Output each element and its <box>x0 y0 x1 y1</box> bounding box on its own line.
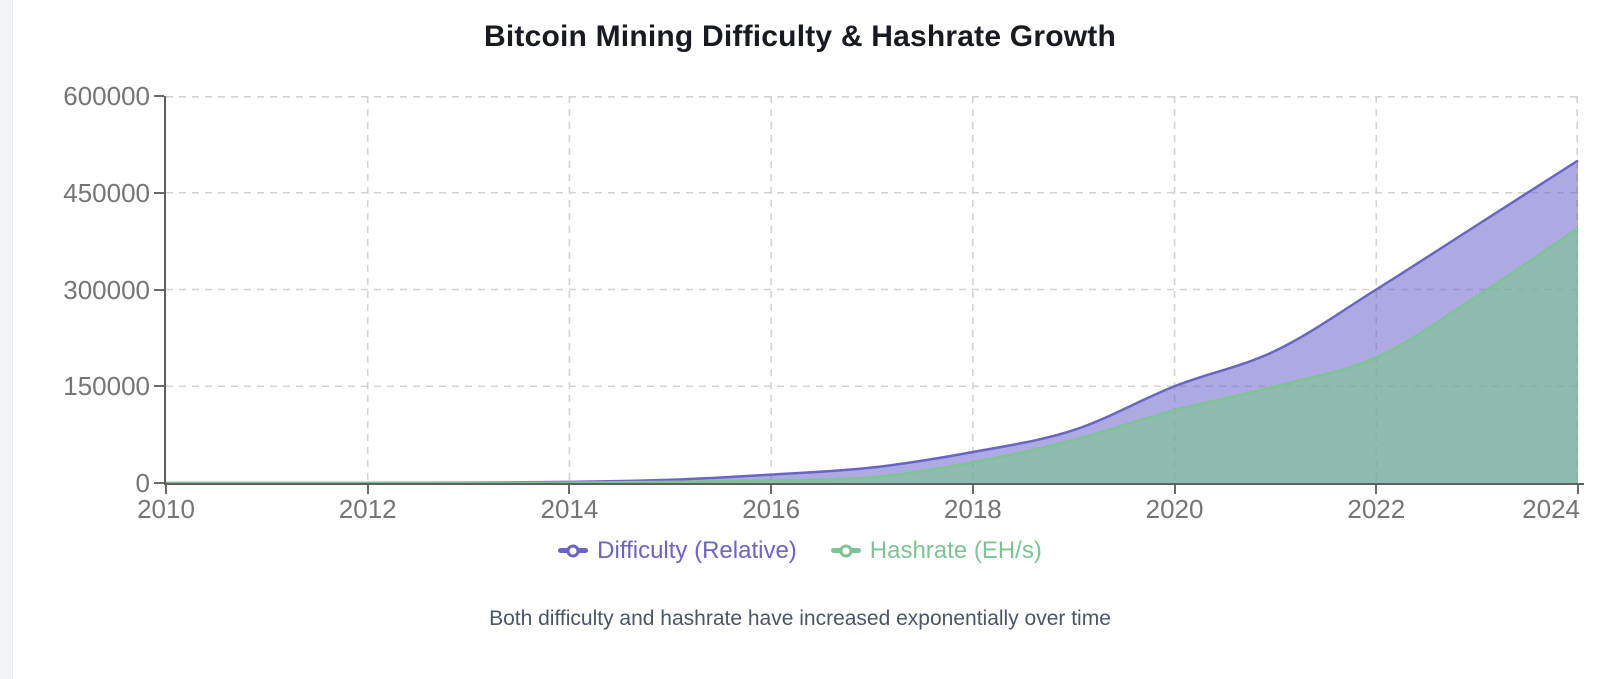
legend-label: Hashrate (EH/s) <box>869 536 1042 564</box>
y-axis-tick <box>154 191 164 194</box>
x-tick-label: 2010 <box>137 494 195 524</box>
x-tick-label: 2020 <box>1145 494 1204 524</box>
legend-item-difficulty[interactable]: Difficulty (Relative) <box>558 536 797 564</box>
x-axis-tick <box>1577 485 1579 494</box>
chart-title: Bitcoin Mining Difficulty & Hashrate Gro… <box>484 20 1116 53</box>
area-fill-hashrate <box>166 228 1578 483</box>
x-tick-label: 2016 <box>742 494 801 524</box>
legend-item-hashrate[interactable]: Hashrate (EH/s) <box>830 536 1042 564</box>
x-axis-tick <box>770 485 773 494</box>
x-axis-line <box>164 483 1584 485</box>
y-tick-label: 0 <box>135 468 150 498</box>
area-chart-plot[interactable] <box>165 96 1579 485</box>
x-axis-tick <box>971 485 974 494</box>
y-tick-label: 150000 <box>63 371 150 402</box>
y-axis-line <box>164 96 166 485</box>
y-axis-tick <box>154 288 164 291</box>
x-axis-tick <box>1173 485 1176 494</box>
y-axis-tick <box>154 385 164 388</box>
legend-point-icon <box>566 544 580 558</box>
x-tick-label: 2024 <box>1522 494 1580 524</box>
scrollbar-gutter <box>0 0 13 679</box>
y-axis-tick <box>154 95 164 97</box>
legend-line-marker-icon <box>558 544 589 558</box>
x-tick-label: 2012 <box>338 494 397 524</box>
legend-label: Difficulty (Relative) <box>597 536 797 564</box>
series-line-hashrate <box>165 227 1579 485</box>
chart-legend: Difficulty (Relative) Hashrate (EH/s) <box>20 536 1580 566</box>
x-tick-label: 2014 <box>540 494 599 524</box>
chart-caption: Both difficulty and hashrate have increa… <box>489 607 1111 630</box>
x-axis-tick <box>1375 485 1378 494</box>
x-axis-tick <box>568 485 571 494</box>
x-tick-label: 2022 <box>1347 494 1406 524</box>
x-tick-label: 2018 <box>943 494 1002 524</box>
x-axis-tick <box>165 485 167 494</box>
y-axis-tick <box>154 482 164 484</box>
legend-line-marker-icon <box>830 544 861 558</box>
y-tick-label: 450000 <box>63 177 150 208</box>
x-axis-tick <box>366 485 369 494</box>
legend-point-icon <box>839 544 853 558</box>
y-tick-label: 300000 <box>63 274 150 305</box>
y-tick-label: 600000 <box>63 81 150 111</box>
